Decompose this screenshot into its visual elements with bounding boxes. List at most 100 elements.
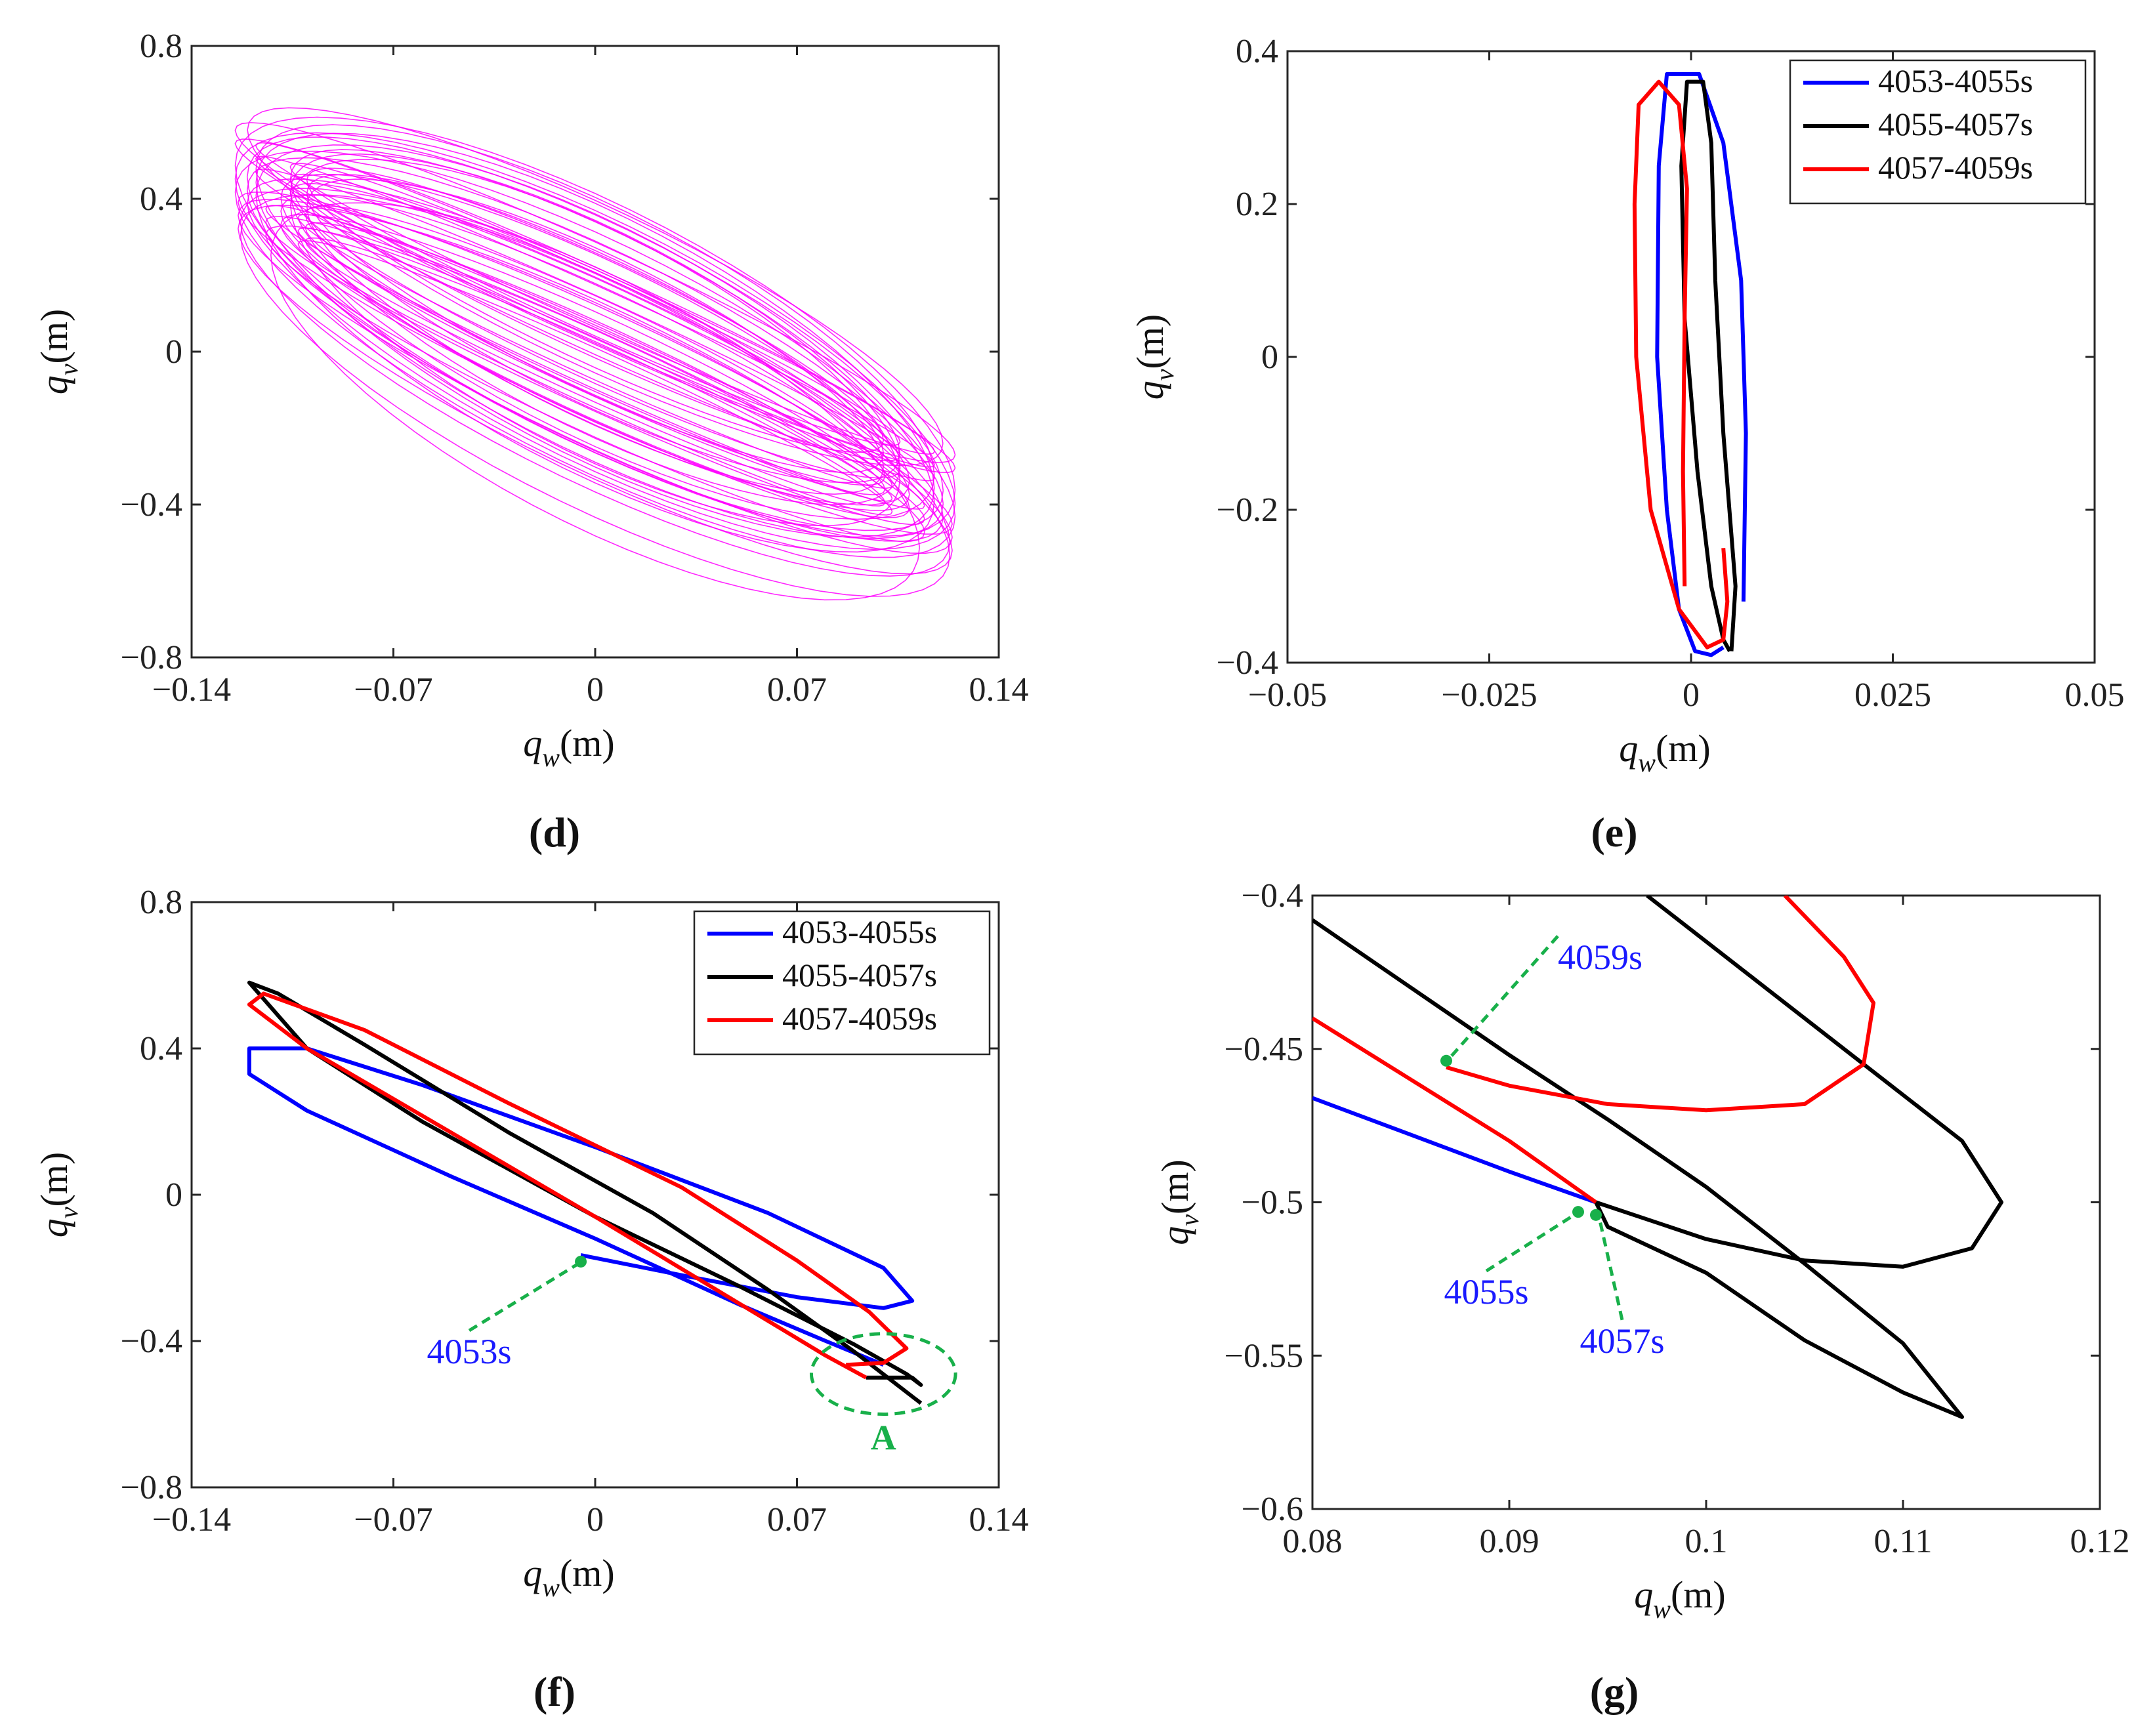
y-tick-label: −0.4: [121, 1323, 182, 1360]
x-tick-label: 0.07: [767, 671, 827, 709]
x-tick-label: 0.1: [1685, 1523, 1728, 1560]
trajectory-ellipse: [289, 182, 901, 479]
annotation-arrowhead: [1572, 1206, 1584, 1218]
y-tick-label: −0.2: [1217, 491, 1278, 529]
series-line-4057-4059s: [247, 991, 909, 1380]
y-tick-label: −0.5: [1242, 1184, 1303, 1222]
legend: 4053-4055s 4055-4057s 4057-4059s: [1789, 59, 2087, 205]
y-tick-label: −0.6: [1242, 1491, 1303, 1528]
x-tick-label: −0.14: [152, 671, 231, 709]
trajectory-ellipse: [246, 136, 944, 531]
x-tick-label: 0.12: [2070, 1523, 2130, 1560]
annotation-arrow: [1485, 1213, 1576, 1273]
y-tick-label: 0.8: [140, 884, 182, 921]
trajectory-ellipse: [280, 173, 910, 506]
trajectory-ellipse: [280, 213, 910, 518]
y-tick-label: −0.4: [1242, 877, 1303, 915]
trajectory-ellipse: [255, 168, 936, 482]
panel-d: −0.14 −0.07 0 0.07 0.14 −0.8 −0.4 0 0.4 0.8 qw(m) q…: [33, 28, 1029, 772]
series-line-4057-4059s-cont: [1446, 896, 1875, 1113]
trajectory-ellipse: [238, 205, 953, 575]
y-tick-label: −0.8: [121, 1469, 182, 1506]
plot-area: [1312, 896, 2003, 1419]
legend: 4053-4055s 4055-4057s 4057-4059s: [693, 910, 991, 1056]
x-tick-label: 0: [587, 671, 604, 709]
y-tick-label: −0.8: [121, 639, 182, 676]
x-tick-label: −0.025: [1441, 676, 1537, 714]
panel-label: (f): [534, 1668, 575, 1715]
trajectory-ellipse: [247, 107, 944, 466]
legend-entry: 4055-4057s: [782, 957, 937, 993]
x-axis-label: qw(m): [523, 722, 614, 772]
y-tick-label: 0.4: [140, 180, 182, 218]
x-tick-label: 0: [587, 1501, 604, 1539]
series-line-4057-4059s: [1632, 79, 1730, 650]
trajectory-ellipse: [297, 214, 893, 489]
y-axis-label: qv(m): [1129, 314, 1179, 400]
x-tick-label: −0.07: [354, 1501, 432, 1539]
trajectory-ellipse: [255, 124, 935, 520]
y-tick-label: −0.45: [1224, 1031, 1303, 1068]
y-tick-label: 0: [165, 333, 182, 371]
annotation-label: A: [871, 1418, 896, 1458]
y-tick-label: 0.8: [140, 28, 182, 65]
annotation-arrow: [468, 1262, 579, 1333]
y-tick-label: −0.4: [1217, 644, 1278, 682]
annotation-label: 4059s: [1558, 938, 1642, 977]
y-axis-label: qv(m): [33, 309, 83, 395]
panel-label: (g): [1590, 1668, 1639, 1715]
y-axis-label: qv(m): [1154, 1159, 1204, 1245]
legend-entry: 4057-4059s: [1878, 149, 2033, 186]
x-tick-label: −0.14: [152, 1501, 231, 1539]
trajectory-ellipse: [270, 202, 920, 601]
trajectory-ellipse: [234, 138, 956, 474]
trajectory-ellipse: [289, 159, 901, 527]
x-axis-label: qw(m): [523, 1552, 614, 1602]
x-axis-label: qw(m): [1619, 727, 1710, 777]
annotation-arrowhead: [1440, 1054, 1452, 1067]
y-tick-label: −0.55: [1224, 1337, 1303, 1374]
panel-f: −0.14 −0.07 0 0.07 0.14 −0.8 −0.4 0 0.4 0.8 qw(m) q…: [33, 884, 1029, 1602]
trajectory-ellipse: [255, 144, 935, 553]
trajectory-ellipse: [234, 116, 956, 539]
x-tick-label: 0.09: [1480, 1523, 1539, 1560]
trajectory-ellipse: [289, 163, 901, 446]
plot-area: [234, 107, 956, 601]
x-tick-label: 0.025: [1854, 676, 1931, 714]
x-tick-label: −0.05: [1248, 676, 1327, 714]
axes-box: [1311, 894, 2101, 1510]
trajectory-ellipse: [255, 133, 935, 538]
x-axis-label: qw(m): [1634, 1573, 1725, 1624]
x-tick-label: 0.14: [969, 671, 1029, 709]
series-line-4053-4055s: [1655, 72, 1748, 657]
legend-entry: 4055-4057s: [1878, 106, 2033, 142]
panel-e: −0.05 −0.025 0 0.025 0.05 −0.4 −0.2 0 0.2 0.4 qw(m…: [1129, 33, 2125, 777]
trajectory-ellipse: [255, 155, 936, 468]
x-tick-label: 0.07: [767, 1501, 827, 1539]
annotation-label: 4055s: [1444, 1272, 1528, 1312]
x-tick-label: 0.14: [969, 1501, 1029, 1539]
series-line-4057-4059s: [1312, 1016, 1597, 1204]
trajectory-ellipse: [304, 237, 886, 507]
trajectory-ellipse: [306, 178, 885, 495]
panel-label: (e): [1591, 809, 1637, 856]
y-tick-label: 0: [1261, 339, 1278, 376]
trajectory-ellipse: [304, 222, 886, 495]
y-tick-label: 0.4: [1236, 33, 1278, 70]
panel-label: (d): [529, 809, 580, 856]
annotation-arrowhead: [1590, 1209, 1602, 1221]
trajectory-ellipse: [246, 178, 944, 542]
series-line-4053-4055s: [1312, 1096, 1597, 1205]
trajectory-ellipse: [240, 194, 951, 597]
x-tick-label: 0.08: [1283, 1523, 1343, 1560]
legend-entry: 4057-4059s: [782, 1000, 937, 1037]
series-line-4053-4055s: [247, 1046, 915, 1367]
x-tick-label: −0.07: [354, 671, 432, 709]
plot-area: [247, 980, 923, 1405]
trajectory-ellipse: [255, 142, 936, 455]
x-tick-label: 0: [1683, 676, 1700, 714]
trajectory-ellipse: [240, 188, 951, 577]
series-line-4055-4057s: [247, 980, 923, 1405]
annotation-arrow: [1597, 1217, 1624, 1321]
